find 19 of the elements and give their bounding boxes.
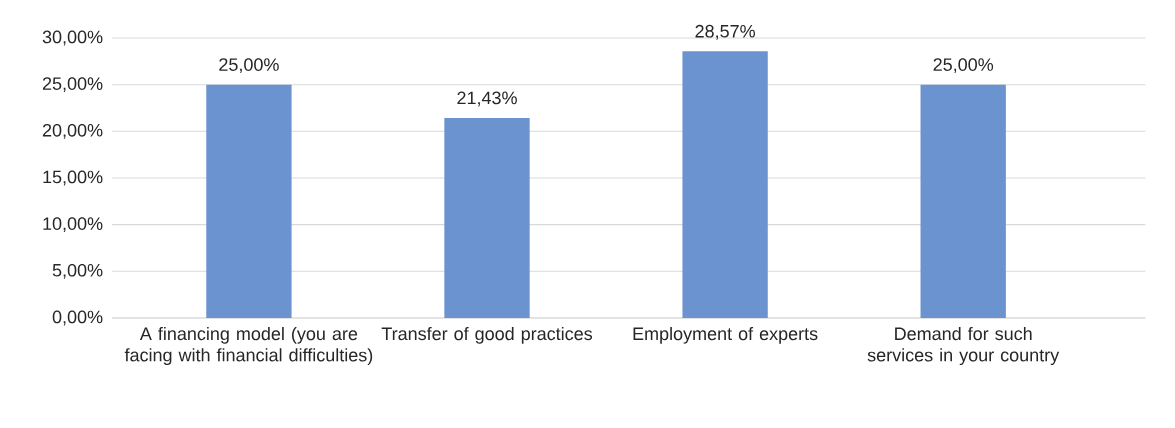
x-tick-label: A financing model (you are facing with financial difficulties) xyxy=(124,326,373,366)
y-tick-label: 20,00% xyxy=(42,123,103,139)
y-tick-label: 5,00% xyxy=(52,263,103,279)
y-tick-label: 15,00% xyxy=(43,170,103,186)
data-label: 25,00% xyxy=(219,58,279,74)
x-tick-label: Transfer of good practices xyxy=(381,326,593,344)
x-tick-label: Demand for such services in your country xyxy=(867,326,1060,366)
data-label: 25,00% xyxy=(933,58,994,74)
bar xyxy=(920,84,1006,318)
bar xyxy=(444,117,530,318)
bar xyxy=(206,84,292,318)
data-label: 21,43% xyxy=(457,91,517,107)
y-tick-label: 30,00% xyxy=(42,30,103,46)
x-tick-label: Employment of experts xyxy=(633,326,818,344)
y-tick-label: 0,00% xyxy=(52,310,103,326)
y-tick-label: 25,00% xyxy=(42,77,103,93)
bar xyxy=(682,51,768,318)
y-tick-label: 10,00% xyxy=(43,217,103,233)
data-label: 28,57% xyxy=(695,24,755,40)
